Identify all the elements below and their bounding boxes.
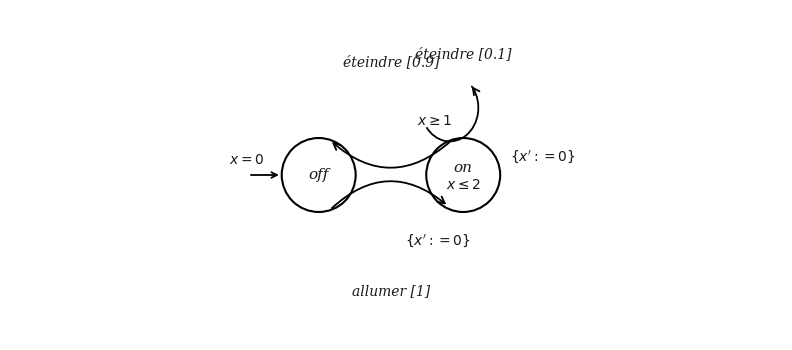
- Text: $x=0$: $x=0$: [229, 153, 265, 167]
- Ellipse shape: [426, 138, 501, 212]
- FancyArrowPatch shape: [333, 142, 450, 168]
- Text: $x\leq 2$: $x\leq 2$: [446, 178, 481, 192]
- FancyArrowPatch shape: [332, 181, 445, 208]
- Text: éteindre [0.9]: éteindre [0.9]: [343, 55, 440, 69]
- Text: off: off: [309, 168, 329, 182]
- Text: $\{x':=0\}$: $\{x':=0\}$: [510, 148, 576, 165]
- Ellipse shape: [282, 138, 356, 212]
- Text: $x\geq 1$: $x\geq 1$: [417, 114, 452, 128]
- Text: $\{x':=0\}$: $\{x':=0\}$: [405, 232, 471, 249]
- Text: on: on: [454, 161, 473, 175]
- Text: allumer [1]: allumer [1]: [352, 284, 430, 298]
- Text: éteindre [0.1]: éteindre [0.1]: [415, 47, 512, 61]
